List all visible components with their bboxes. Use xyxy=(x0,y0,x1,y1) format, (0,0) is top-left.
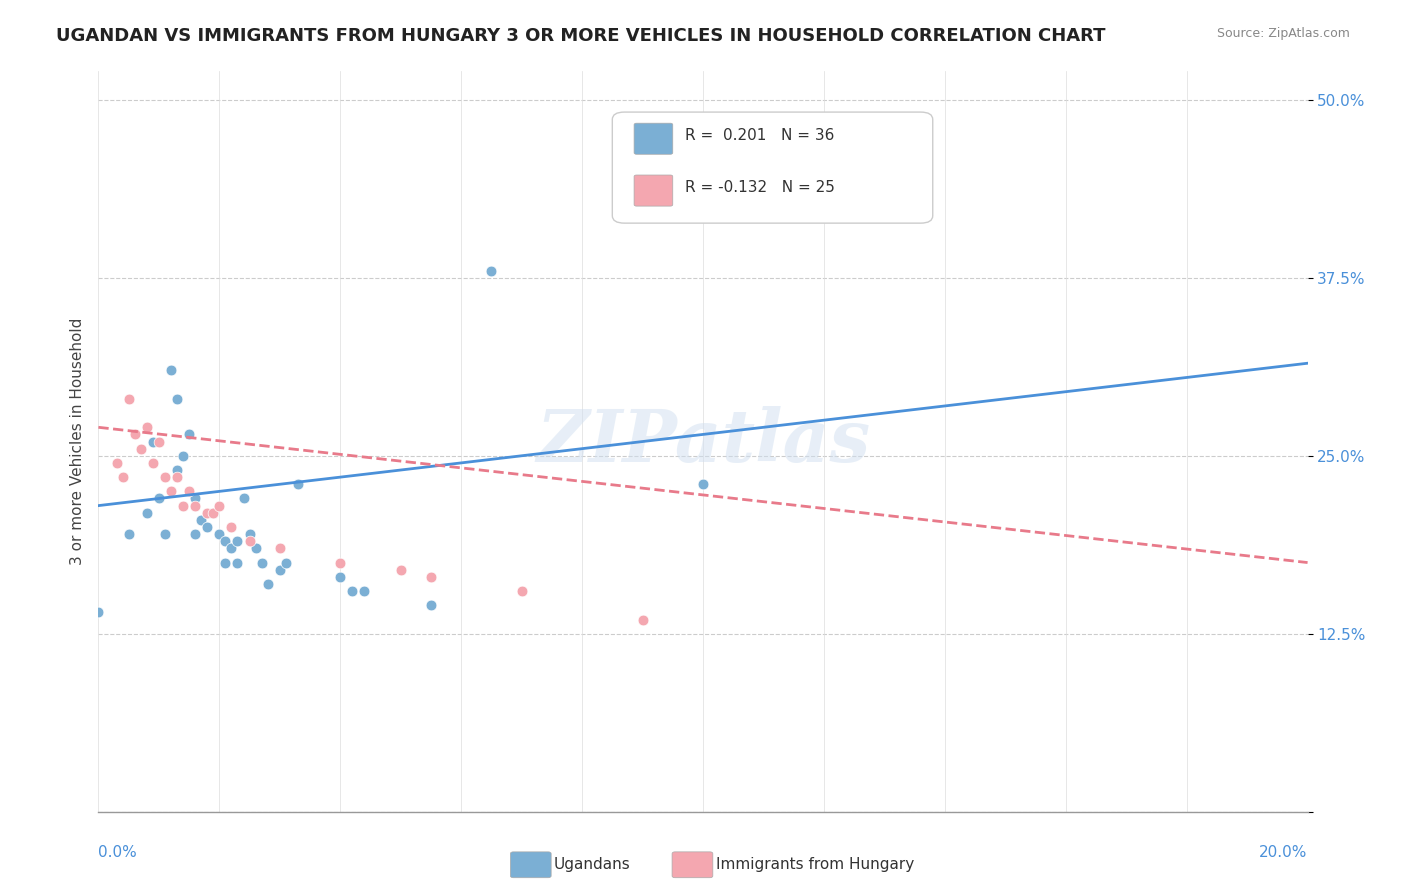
Point xyxy=(269,541,291,556)
Point xyxy=(111,470,134,484)
Point xyxy=(195,506,218,520)
Point xyxy=(221,541,243,556)
Point xyxy=(142,434,165,449)
Point xyxy=(214,556,236,570)
Text: Ugandans: Ugandans xyxy=(554,857,631,871)
Point xyxy=(153,527,176,541)
Point xyxy=(631,613,654,627)
Point xyxy=(692,477,714,491)
Point xyxy=(214,534,236,549)
Text: ZIPatlas: ZIPatlas xyxy=(536,406,870,477)
Point xyxy=(153,470,176,484)
Point xyxy=(232,491,254,506)
Point xyxy=(202,506,225,520)
Point xyxy=(256,577,278,591)
Point xyxy=(172,449,194,463)
Point xyxy=(420,599,443,613)
Point xyxy=(226,534,249,549)
Point xyxy=(353,584,375,599)
Point xyxy=(179,484,201,499)
Point xyxy=(287,477,309,491)
Point xyxy=(190,513,212,527)
Point xyxy=(118,392,141,406)
Text: R = -0.132   N = 25: R = -0.132 N = 25 xyxy=(685,180,835,195)
Point xyxy=(184,527,207,541)
Point xyxy=(195,520,218,534)
Text: R =  0.201   N = 36: R = 0.201 N = 36 xyxy=(685,128,834,144)
Point xyxy=(148,434,170,449)
Point xyxy=(208,527,231,541)
Point xyxy=(179,427,201,442)
Point xyxy=(166,392,188,406)
Point xyxy=(142,456,165,470)
Point xyxy=(87,606,110,620)
Point xyxy=(342,584,364,599)
Point xyxy=(166,470,188,484)
Point xyxy=(239,527,262,541)
FancyBboxPatch shape xyxy=(634,123,672,154)
Point xyxy=(250,556,273,570)
Point xyxy=(389,563,412,577)
Point xyxy=(221,520,243,534)
Point xyxy=(160,363,183,377)
Point xyxy=(329,570,352,584)
Text: 20.0%: 20.0% xyxy=(1260,845,1308,860)
Point xyxy=(105,456,128,470)
Y-axis label: 3 or more Vehicles in Household: 3 or more Vehicles in Household xyxy=(69,318,84,566)
Point xyxy=(160,484,183,499)
Point xyxy=(135,420,157,434)
Point xyxy=(208,499,231,513)
Point xyxy=(202,506,225,520)
Point xyxy=(226,556,249,570)
Point xyxy=(481,263,503,277)
Point xyxy=(148,491,170,506)
Point xyxy=(124,427,146,442)
Point xyxy=(172,499,194,513)
Point xyxy=(184,491,207,506)
Point xyxy=(420,570,443,584)
Point xyxy=(118,527,141,541)
Text: Immigrants from Hungary: Immigrants from Hungary xyxy=(716,857,914,871)
Point xyxy=(129,442,152,456)
Point xyxy=(135,506,157,520)
Point xyxy=(269,563,291,577)
Point xyxy=(274,556,297,570)
FancyBboxPatch shape xyxy=(634,175,672,206)
Point xyxy=(239,534,262,549)
Text: UGANDAN VS IMMIGRANTS FROM HUNGARY 3 OR MORE VEHICLES IN HOUSEHOLD CORRELATION C: UGANDAN VS IMMIGRANTS FROM HUNGARY 3 OR … xyxy=(56,27,1105,45)
Point xyxy=(245,541,267,556)
Text: 0.0%: 0.0% xyxy=(98,845,138,860)
Text: Source: ZipAtlas.com: Source: ZipAtlas.com xyxy=(1216,27,1350,40)
FancyBboxPatch shape xyxy=(613,112,932,223)
Point xyxy=(166,463,188,477)
Point xyxy=(184,499,207,513)
Point xyxy=(510,584,533,599)
Point xyxy=(329,556,352,570)
